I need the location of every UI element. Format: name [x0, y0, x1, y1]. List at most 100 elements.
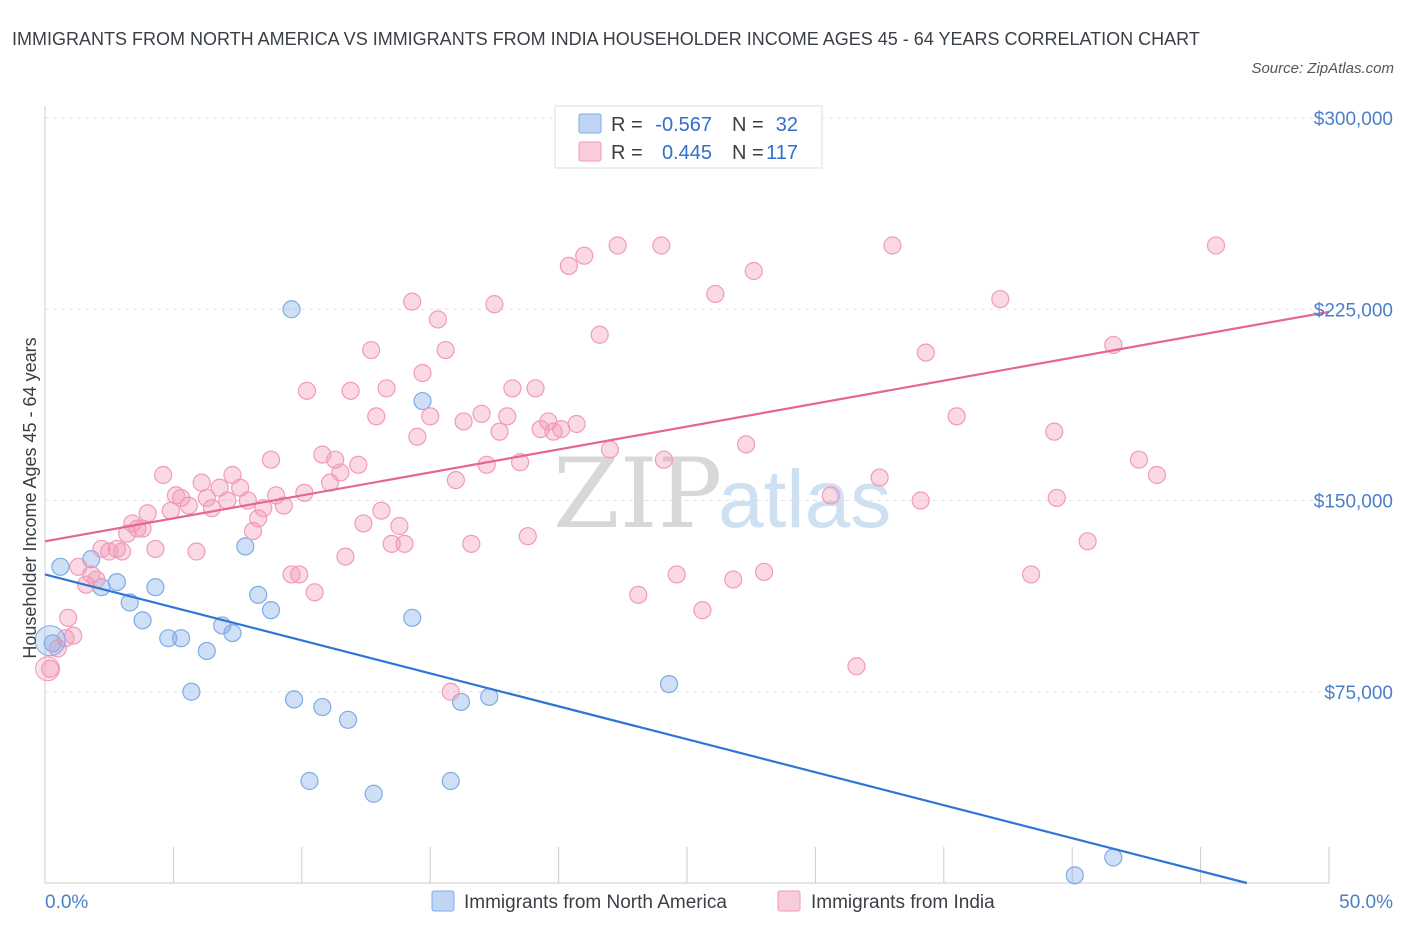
series-0-point-10: [182, 682, 201, 701]
legend-n-value-2: 117: [766, 142, 798, 164]
trend-line-series-1: [44, 310, 1330, 543]
series-1-point-86: [600, 440, 620, 459]
series-1-point-4: [64, 626, 83, 645]
series-1-point-56: [382, 534, 401, 553]
trend-line-series-0: [44, 573, 1248, 885]
series-0-point-6: [133, 611, 152, 630]
y-tick-label-3: $300,000: [1314, 109, 1393, 130]
series-1-point-89: [652, 236, 671, 255]
series-1-point-85: [590, 325, 609, 344]
series-1-point-61: [413, 363, 432, 383]
series-1-point-17: [138, 504, 157, 523]
watermark-atlas: atlas: [718, 454, 891, 545]
series-1-point-36: [261, 450, 281, 469]
series-1-point-42: [297, 381, 317, 400]
series-1-point-62: [421, 407, 440, 426]
legend-r-value-1: -0.567: [655, 114, 712, 136]
series-1-point-55: [377, 379, 396, 398]
series-1-point-77: [526, 379, 545, 398]
series-1-point-93: [706, 284, 725, 304]
series-1-point-64: [436, 340, 455, 360]
axes: [44, 106, 1330, 884]
series-1-point-94: [724, 570, 743, 589]
series-1-point-26: [197, 488, 216, 508]
series-1-point-40: [290, 565, 309, 584]
series-1-point-100: [870, 468, 889, 487]
series-1-point-47: [331, 463, 350, 482]
series-1-point-22: [172, 488, 191, 508]
legend-swatch-north-america: [578, 113, 602, 134]
series-1-point-19: [154, 465, 173, 485]
series-0-point-8: [159, 629, 178, 648]
stats-legend: R = -0.567 N = 32 R = 0.445 N = 117: [554, 105, 823, 169]
series-1-point-53: [367, 407, 386, 426]
data-points: [34, 236, 1226, 885]
series-1-point-11: [107, 539, 127, 559]
y-tick-labels: $75,000 $150,000 $225,000 $300,000: [1314, 109, 1393, 704]
x-tick-label-min: 0.0%: [45, 892, 88, 913]
series-1-point-105: [991, 289, 1010, 309]
series-1-point-72: [490, 422, 509, 441]
gridlines: [45, 117, 1329, 693]
y-tick-label-0: $75,000: [1324, 683, 1393, 704]
y-tick-label-1: $150,000: [1314, 492, 1393, 513]
series-1-point-67: [454, 412, 473, 431]
series-0-point-19: [300, 771, 319, 791]
series-1-point-7: [82, 565, 101, 584]
series-1-point-95: [736, 435, 756, 454]
series-1-point-63: [428, 310, 448, 329]
series-0-point-1: [51, 557, 70, 576]
series-1-point-0: [41, 659, 60, 678]
series-1-point-109: [1078, 532, 1097, 551]
series-1-point-69: [472, 404, 491, 423]
series-0-point-11: [197, 641, 216, 661]
series-0-point-14: [236, 537, 255, 556]
series-0-point-17: [282, 300, 301, 319]
series-1-point-60: [408, 427, 427, 446]
legend-n-label-1: N =: [732, 114, 764, 136]
series-1-point-66: [446, 471, 465, 490]
series-1-point-113: [1206, 236, 1226, 255]
series-0-point-23: [403, 608, 422, 627]
series-1-point-51: [354, 514, 373, 533]
series-0-point-28: [659, 674, 679, 694]
series-0-point-22: [364, 784, 383, 803]
series-0-point-24: [413, 391, 432, 411]
series-1-point-49: [341, 381, 360, 400]
legend-r-value-2: 0.445: [662, 142, 712, 164]
series-1-point-59: [403, 292, 422, 311]
legend-n-value-1: 32: [776, 114, 798, 136]
series-legend: Immigrants from North America Immigrants…: [431, 890, 995, 913]
series-0-point-25: [441, 771, 460, 791]
series-0-point-20: [313, 697, 332, 717]
series-1-point-34: [249, 509, 268, 528]
series-1-point-57: [390, 516, 409, 536]
chart-title: IMMIGRANTS FROM NORTH AMERICA VS IMMIGRA…: [12, 29, 1200, 49]
series-1-point-52: [362, 340, 381, 360]
series-1-large-point: [35, 656, 61, 682]
trend-lines: [44, 310, 1330, 885]
series-1-point-25: [192, 473, 211, 492]
series-1-point-98: [821, 486, 840, 505]
series-1-point-27: [202, 499, 222, 518]
series-0-point-4: [107, 572, 127, 592]
series-1-point-65: [441, 682, 460, 701]
series-1-point-73: [498, 407, 517, 426]
series-1-point-74: [503, 379, 522, 398]
series-1-point-92: [693, 601, 712, 620]
series-1-point-43: [305, 583, 324, 602]
y-axis-label: Householder Income Ages 45 - 64 years: [20, 337, 40, 658]
series-1-point-96: [744, 261, 763, 281]
series-1-point-112: [1147, 465, 1167, 485]
series-0-point-18: [284, 690, 304, 709]
series-1-point-23: [179, 496, 198, 515]
watermark: ZIP atlas: [553, 438, 891, 550]
series-0-point-16: [261, 601, 281, 620]
series-1-point-83: [567, 414, 586, 434]
legend-n-label-2: N =: [732, 142, 764, 164]
series-1-point-84: [575, 246, 594, 265]
series-1-point-71: [485, 295, 504, 314]
series-0-large-point: [34, 625, 66, 657]
series-1-point-111: [1129, 450, 1149, 469]
